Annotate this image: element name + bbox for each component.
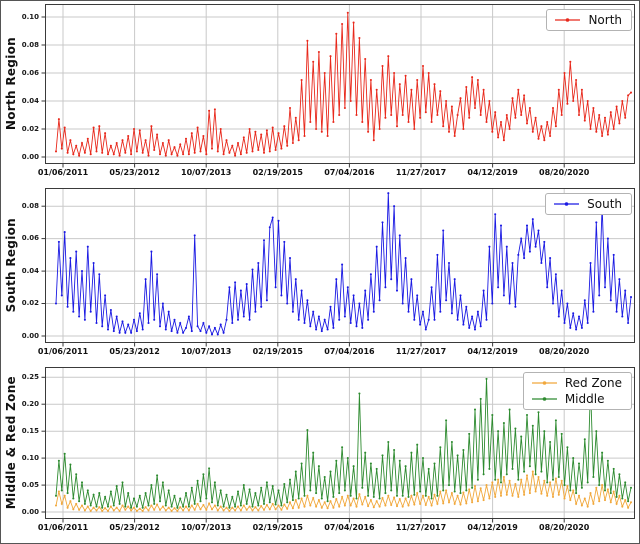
legend-label: Middle [564,392,605,406]
north-region-chart: North Region 0.00 0.02 0.04 0.06 0.08 0.10 No… [1,4,639,186]
series-markers-middle [54,377,633,509]
y-tick-label: 0.06 [21,68,39,77]
legend-line-swatch [531,397,557,401]
x-tick-label: 04/12/2019 [467,347,518,356]
x-tick-labels: 01/06/2011 05/23/2012 10/07/2013 02/19/2015… [38,168,635,184]
series-markers-south [54,192,633,336]
y-axis-label: South Region [4,218,18,313]
y-tick-labels: 0.00 0.02 0.04 0.06 0.08 0.10 [17,4,43,164]
legend-entry: South [553,196,622,212]
series-markers-red-zone [54,470,633,512]
y-tick-label: 0.04 [21,96,39,105]
y-tick-label: 0.00 [21,152,39,161]
y-tick-label: 0.08 [21,40,39,49]
plot-area [41,188,635,347]
y-tick-label: 0.15 [21,426,39,435]
y-tick-label: 0.05 [21,480,39,489]
y-tick-label: 0.10 [21,12,39,21]
legend: North [546,9,632,31]
x-tick-label: 04/12/2019 [467,523,518,532]
series-line-middle [55,378,632,510]
legend-line-swatch [555,18,581,22]
x-tick-label: 08/20/2020 [539,347,590,356]
x-tick-label: 05/23/2012 [109,523,160,532]
legend-entry: Middle [531,391,622,407]
plot-border [45,4,635,164]
x-tick-label: 05/23/2012 [109,168,160,177]
legend-line-swatch [554,202,580,206]
legend-label: North [588,13,622,27]
x-tick-labels: 01/06/2011 05/23/2012 10/07/2013 02/19/2015… [38,347,635,363]
x-tick-label: 10/07/2013 [181,523,232,532]
series-markers-north [54,11,633,157]
x-tick-label: 02/19/2015 [252,347,303,356]
y-tick-label: 0.20 [21,399,39,408]
x-tick-labels: 01/06/2011 05/23/2012 10/07/2013 02/19/2015… [38,523,635,539]
x-tick-label: 07/04/2016 [324,523,375,532]
series-line-south [55,193,632,336]
legend-label: Red Zone [564,376,622,390]
x-tick-label: 02/19/2015 [252,523,303,532]
x-tick-label: 02/19/2015 [252,168,303,177]
y-tick-label: 0.04 [21,266,39,275]
x-tick-label: 10/07/2013 [181,347,232,356]
x-tick-label: 11/27/2017 [395,523,447,532]
plot-border [45,188,635,343]
x-tick-label: 10/07/2013 [181,168,232,177]
legend-entry: Red Zone [531,375,622,391]
plot-area [41,4,635,168]
legend-label: South [587,197,622,211]
legend: South [545,193,632,215]
x-tick-label: 01/06/2011 [37,523,89,532]
plot-border [45,367,635,519]
y-tick-label: 0.00 [21,507,39,516]
legend-entry: North [554,12,622,28]
y-tick-label: 0.02 [21,299,39,308]
y-tick-labels: 0.00 0.02 0.04 0.06 0.08 [17,188,43,343]
y-tick-label: 0.00 [21,331,39,340]
legend: Red Zone Middle [522,372,632,410]
x-tick-label: 04/12/2019 [467,168,518,177]
x-tick-label: 01/06/2011 [37,347,89,356]
y-axis-label: North Region [4,37,18,131]
y-tick-label: 0.02 [21,124,39,133]
y-tick-label: 0.08 [21,201,39,210]
x-tick-label: 11/27/2017 [395,168,447,177]
south-region-chart: South Region 0.00 0.02 0.04 0.06 0.08 South … [1,188,639,365]
y-axis-label: Middle & Red Zone [4,376,18,510]
x-tick-label: 08/20/2020 [539,523,590,532]
y-tick-label: 0.10 [21,453,39,462]
x-tick-label: 07/04/2016 [324,347,375,356]
y-tick-labels: 0.00 0.05 0.10 0.15 0.20 0.25 [17,367,43,519]
legend-line-swatch [531,381,557,385]
x-tick-label: 05/23/2012 [109,347,160,356]
x-tick-label: 01/06/2011 [37,168,89,177]
y-tick-label: 0.25 [21,372,39,381]
series-line-north [55,12,632,158]
y-tick-label: 0.06 [21,234,39,243]
middle-red-zone-chart: Middle & Red Zone 0.00 0.05 0.10 0.15 0.20 0.… [1,367,639,541]
x-tick-label: 08/20/2020 [539,168,590,177]
x-tick-label: 07/04/2016 [324,168,375,177]
x-tick-label: 11/27/2017 [395,347,447,356]
